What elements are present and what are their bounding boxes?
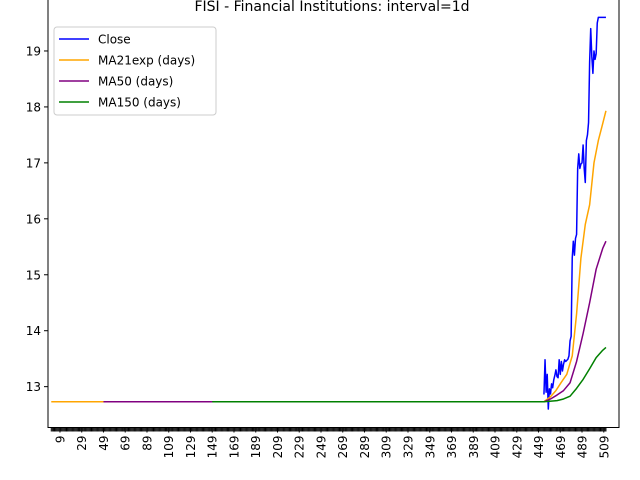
x-tick-label: 149 — [206, 436, 220, 459]
legend-label: Close — [98, 33, 131, 47]
x-tick-label: 229 — [293, 436, 307, 459]
x-tick-label: 9 — [53, 436, 67, 444]
x-tick-label: 509 — [597, 436, 611, 459]
x-tick-label: 49 — [97, 436, 111, 451]
x-tick-label: 269 — [336, 436, 350, 459]
x-tick-label: 429 — [510, 436, 524, 459]
x-tick-label: 349 — [423, 436, 437, 459]
legend-box — [53, 26, 217, 116]
x-tick-label: 289 — [358, 436, 372, 459]
y-tick-label: 17 — [26, 156, 41, 170]
x-tick-label: 449 — [532, 436, 546, 459]
x-tick-label: 329 — [402, 436, 416, 459]
x-axis: 9 29 49 69 89 109 129 149 169 189 209 229 249 269 289 3… — [50, 427, 611, 459]
legend-label: MA50 (days) — [98, 75, 173, 89]
x-tick-label: 209 — [271, 436, 285, 459]
x-tick-label: 89 — [140, 436, 154, 451]
legend: Close MA21exp (days) MA50 (days) MA150 (day… — [53, 26, 217, 116]
legend-label: MA150 (days) — [98, 96, 181, 110]
series-line-3 — [212, 346, 607, 403]
x-tick-label: 409 — [489, 436, 503, 459]
x-tick-label: 69 — [119, 436, 133, 451]
y-axis: 13 14 15 16 17 18 19 — [26, 44, 48, 394]
chart-title: FISI - Financial Institutions: interval=… — [194, 0, 469, 15]
x-tick-label: 389 — [467, 436, 481, 459]
x-tick-label: 109 — [162, 436, 176, 459]
plot-area-frame — [47, 0, 620, 428]
x-tick-label: 169 — [227, 436, 241, 459]
x-tick-label: 469 — [554, 436, 568, 459]
y-tick-label: 15 — [26, 268, 41, 282]
y-tick-label: 16 — [26, 212, 41, 226]
y-tick-label: 13 — [26, 380, 41, 394]
x-tick-label: 369 — [445, 436, 459, 459]
x-tick-label: 129 — [184, 436, 198, 459]
plot-lines — [51, 16, 607, 410]
y-tick-label: 18 — [26, 100, 41, 114]
x-tick-label: 29 — [75, 436, 89, 451]
x-tick-label: 489 — [576, 436, 590, 459]
series-line-0 — [543, 16, 606, 410]
y-tick-label: 19 — [26, 44, 41, 58]
x-tick-label: 249 — [314, 436, 328, 459]
x-tick-label: 189 — [249, 436, 263, 459]
y-tick-label: 14 — [26, 324, 41, 338]
series-line-1 — [51, 110, 607, 403]
x-tick-label: 309 — [380, 436, 394, 459]
legend-label: MA21exp (days) — [98, 54, 195, 68]
